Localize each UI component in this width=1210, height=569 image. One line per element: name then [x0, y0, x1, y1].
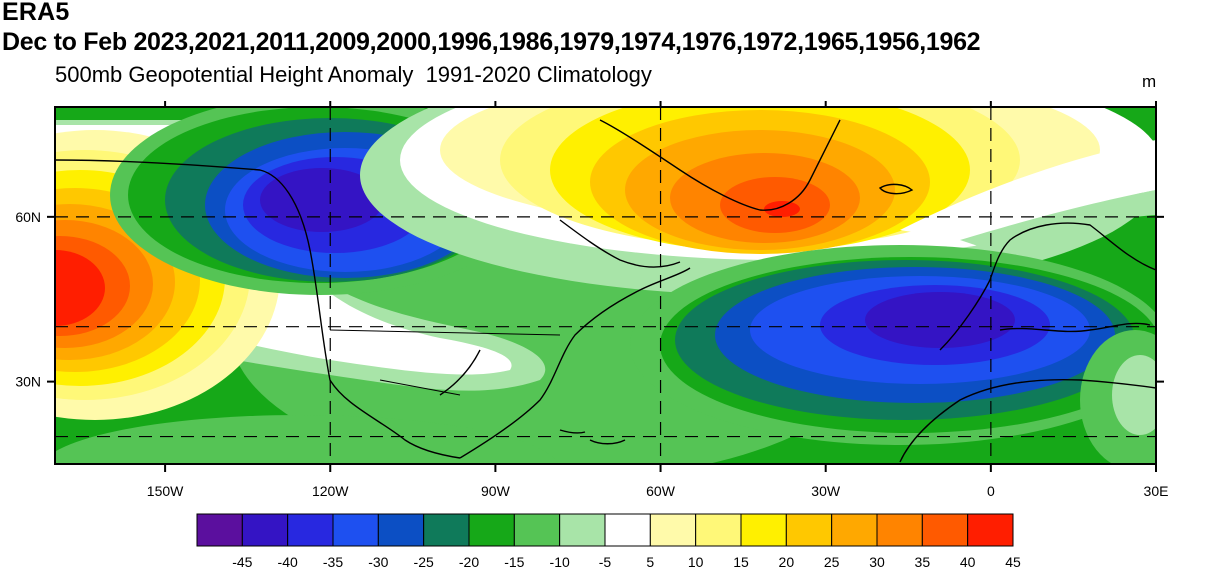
colorbar: -45 -40 -35 -30 -25 -20 -15 -10 -5 5 10 15 20 25 30 35 4… — [196, 513, 1021, 569]
colorbar-label: 20 — [779, 554, 795, 569]
iberia-low-40 — [865, 292, 1015, 348]
map-frame — [54, 106, 1157, 465]
colorbar-label: -30 — [368, 554, 388, 569]
colorbar-label: -20 — [459, 554, 479, 569]
lon-tick-label: 30W — [811, 483, 841, 499]
lon-tick-label: 120W — [312, 483, 349, 499]
lat-tick-label: 30N — [15, 374, 41, 390]
north-america-east-coast — [459, 267, 691, 459]
colorbar-label: 35 — [915, 554, 931, 569]
units-label: m — [1142, 72, 1157, 91]
north-america-west-coast — [55, 159, 461, 459]
colorbar-label: -25 — [414, 554, 434, 569]
colorbar-swatch — [649, 513, 697, 547]
colorbar-label: -40 — [278, 554, 298, 569]
colorbar-swatch — [423, 513, 470, 547]
map-panel — [55, 107, 1156, 464]
coastlines — [55, 119, 1156, 463]
colorbar-swatch — [377, 513, 425, 547]
lon-tick-label: 0 — [987, 483, 995, 499]
axis-ticks: 150W 120W 90W 60W 30W 0 30E 60N 30N — [15, 101, 1168, 499]
colorbar-label: 45 — [1005, 554, 1021, 569]
colorbar-swatch — [196, 513, 243, 547]
colorbar-swatch — [876, 513, 923, 547]
colorbar-label: -5 — [599, 554, 612, 569]
dataset-title: ERA5 — [2, 0, 70, 26]
colorbar-swatch — [695, 513, 742, 547]
lat-tick-label: 60N — [15, 209, 41, 225]
colorbar-swatch — [241, 513, 289, 547]
lon-tick-label: 90W — [481, 483, 511, 499]
colorbar-label: -10 — [550, 554, 570, 569]
colorbar-label: 15 — [733, 554, 749, 569]
colorbar-label: 10 — [688, 554, 704, 569]
greenland-high-40 — [764, 201, 800, 217]
colorbar-swatch — [785, 513, 833, 547]
period-years-title: Dec to Feb 2023,2021,2011,2009,2000,1996… — [2, 28, 981, 56]
colorbar-swatch — [513, 513, 561, 547]
europe-coast — [939, 222, 1156, 351]
plot-subtitle: 500mb Geopotential Height Anomaly 1991-2… — [55, 62, 652, 87]
colorbar-swatch — [921, 513, 969, 547]
scandinavia-white-band — [900, 140, 1156, 240]
caribbean-islands — [559, 429, 626, 445]
colorbar-swatch — [967, 513, 1014, 547]
us-mexico-border — [379, 379, 461, 396]
subtropical-pacific-green — [55, 415, 559, 464]
hudson-labrador-coast — [559, 219, 681, 268]
colorbar-label: 5 — [646, 554, 654, 569]
colorbar-swatch — [559, 513, 606, 547]
anomaly-contour-fields — [55, 107, 1156, 464]
east-med-pale — [1112, 355, 1156, 435]
colorbar-label: 30 — [869, 554, 885, 569]
lon-tick-label: 150W — [147, 483, 184, 499]
lon-tick-label: 60W — [646, 483, 676, 499]
dashed-gridlines — [55, 107, 1156, 464]
political-borders — [329, 329, 561, 396]
pacific-high-40 — [55, 250, 105, 326]
colorbar-label: 25 — [824, 554, 840, 569]
colorbar-label: 40 — [960, 554, 976, 569]
north-africa-coast — [899, 378, 1156, 463]
canada-low-40 — [260, 168, 384, 232]
colorbar-swatch — [468, 513, 515, 547]
colorbar-label: -15 — [504, 554, 524, 569]
us-canada-border — [329, 329, 561, 336]
colorbar-label: -35 — [323, 554, 343, 569]
colorbar-label: -45 — [232, 554, 252, 569]
colorbar-swatch — [287, 513, 334, 547]
lon-tick-label: 30E — [1144, 483, 1169, 499]
colorbar-swatch — [332, 513, 379, 547]
scandinavia-pale-band — [960, 190, 1156, 250]
colorbar-swatch — [740, 513, 787, 547]
colorbar-swatch — [604, 513, 651, 547]
greenland-coast — [599, 119, 841, 211]
iceland-outline — [878, 183, 914, 195]
mediterranean-coast — [999, 322, 1151, 333]
colorbar-swatch — [831, 513, 878, 547]
